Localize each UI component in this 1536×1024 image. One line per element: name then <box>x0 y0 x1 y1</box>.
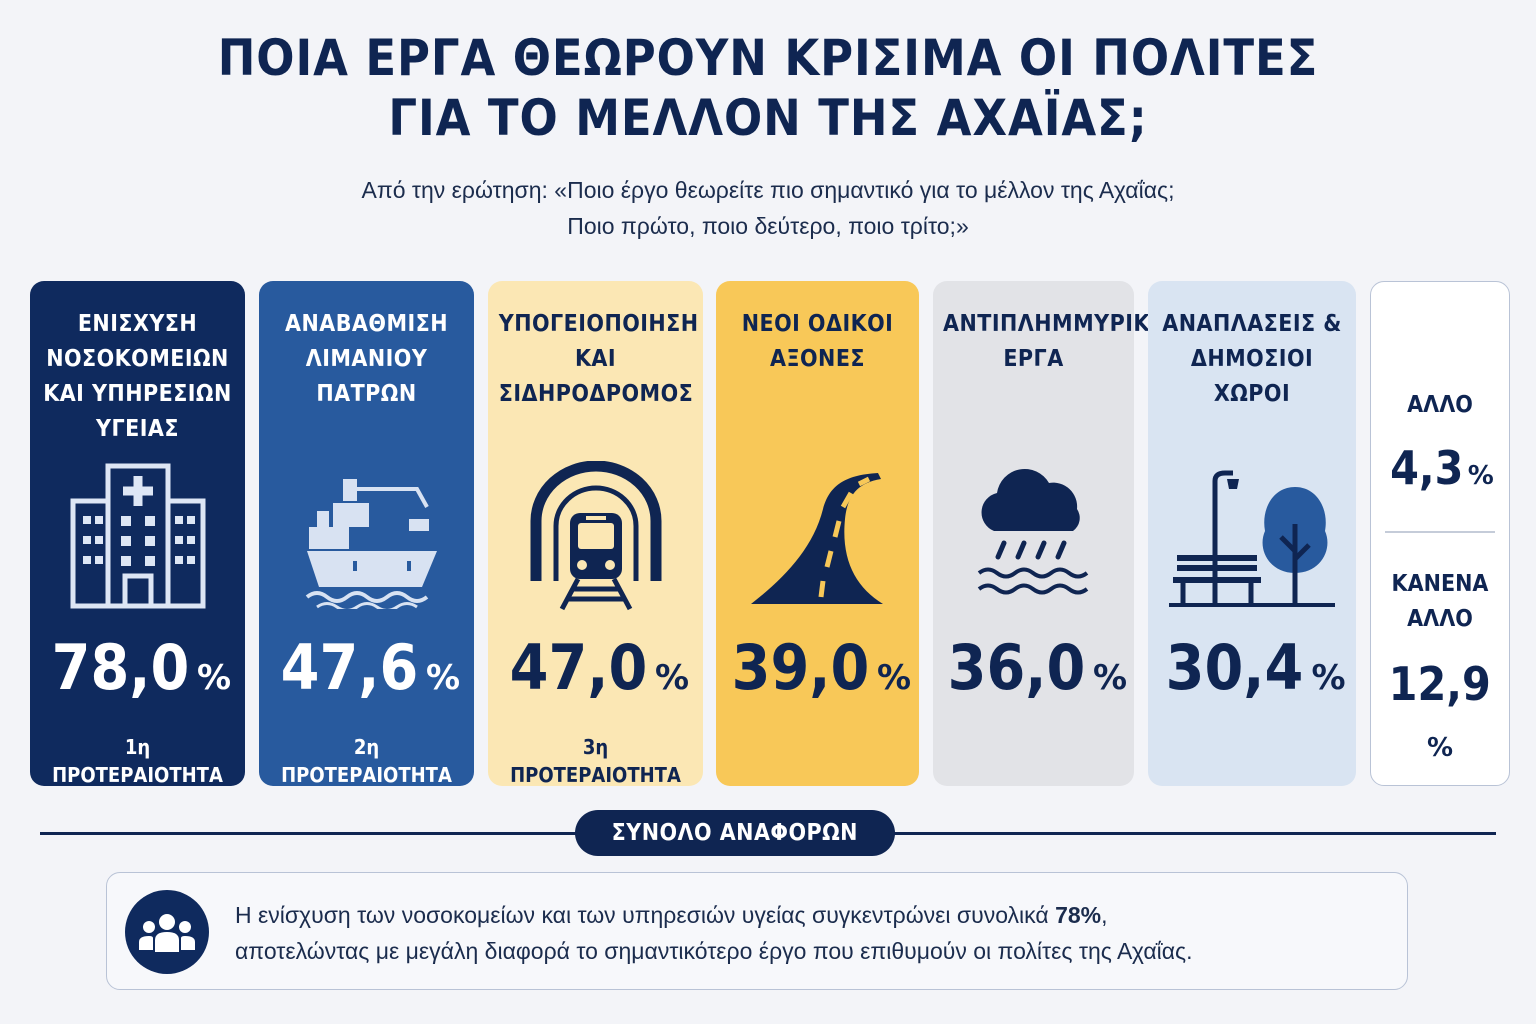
priority-text: 2η ΠΡΟΤΕΡΑΙΟΤΗΤΑ <box>281 735 452 787</box>
percent-sign: % <box>1426 733 1454 763</box>
summary-text: Η ενίσχυση των νοσοκομείων και των υπηρε… <box>235 897 1387 969</box>
title-line-2: ΓΙΑ ΤΟ ΜΕΛΛΟΝ ΤΗΣ ΑΧΑΪΑΣ; <box>388 89 1148 147</box>
other-value: 4,3% <box>1371 440 1509 504</box>
card-public-spaces: ΑΝΑΠΛΑΣΕΙΣ & ΔΗΜΟΣΙΟΙ ΧΩΡΟΙ 30,4% <box>1148 281 1356 786</box>
card-label-line: ΥΠΟΓΕΙΟΠΟΙΗΣΗ <box>498 311 699 337</box>
card-label-line: ΧΩΡΟΙ <box>1213 381 1291 407</box>
card-value: 36,0% <box>933 633 1134 713</box>
card-label-line: ΚΑΙ <box>574 346 617 372</box>
percent-sign: % <box>425 658 461 698</box>
road-icon <box>743 469 893 613</box>
subtitle-line-1: Από την ερώτηση: «Ποιο έργο θεωρείτε πιο… <box>361 177 1175 203</box>
summary-text-part: , <box>1101 902 1108 928</box>
none-label-line: ΑΛΛΟ <box>1407 606 1473 632</box>
percent-sign: % <box>876 658 912 698</box>
card-roads: ΝΕΟΙ ΟΔΙΚΟΙ ΑΞΟΝΕΣ 39,0% <box>716 281 919 786</box>
priority-text: 1η ΠΡΟΤΕΡΑΙΟΤΗΤΑ <box>52 735 223 787</box>
card-port: ΑΝΑΒΑΘΜΙΣΗ ΛΙΜΑΝΙΟΥ ΠΑΤΡΩΝ 47,6% 2η ΠΡΟΤ… <box>259 281 474 789</box>
card-label-line: ΚΑΙ ΥΠΗΡΕΣΙΩΝ <box>43 381 232 407</box>
subtitle-line-2: Ποιο πρώτο, ποιο δεύτερο, ποιο τρίτο;» <box>567 213 969 239</box>
card-label: ΕΝΙΣΧΥΣΗ ΝΟΣΟΚΟΜΕΙΩΝ ΚΑΙ ΥΠΗΡΕΣΙΩΝ ΥΓΕΙΑ… <box>30 307 245 447</box>
percent-sign: % <box>1467 461 1494 491</box>
value-number: 4,3 <box>1390 441 1464 495</box>
card-label: ΑΝΤΙΠΛΗΜΜΥΡΙΚΑ ΕΡΓΑ <box>933 307 1167 377</box>
card-value: 47,0% <box>488 633 703 713</box>
summary-heading: ΣΥΝΟΛΟ ΑΝΑΦΟΡΩΝ <box>575 810 895 856</box>
people-group-icon <box>125 890 209 974</box>
title-line-1: ΠΟΙΑ ΕΡΓΑ ΘΕΩΡΟΥΝ ΚΡΙΣΙΜΑ ΟΙ ΠΟΛΙΤΕΣ <box>217 29 1319 87</box>
percent-sign: % <box>654 658 690 698</box>
none-label-line: ΚΑΝΕΝΑ <box>1391 571 1489 597</box>
value-number: 39,0 <box>731 631 870 704</box>
card-other: ΑΛΛΟ 4,3% ΚΑΝΕΝΑ ΑΛΛΟ 12,9% <box>1370 281 1510 786</box>
card-value: 39,0% <box>716 633 919 713</box>
page-title: ΠΟΙΑ ΕΡΓΑ ΘΕΩΡΟΥΝ ΚΡΙΣΙΜΑ ΟΙ ΠΟΛΙΤΕΣ ΓΙΑ… <box>0 28 1536 148</box>
card-label-line: ΥΓΕΙΑΣ <box>96 416 179 442</box>
ship-icon <box>287 469 447 613</box>
card-value: 30,4% <box>1148 633 1356 713</box>
card-label: ΑΝΑΠΛΑΣΕΙΣ & ΔΗΜΟΣΙΟΙ ΧΩΡΟΙ <box>1148 307 1356 412</box>
summary-heading-text: ΣΥΝΟΛΟ ΑΝΑΦΟΡΩΝ <box>611 820 859 846</box>
value-number: 47,0 <box>509 631 648 704</box>
priority-label: 1η ΠΡΟΤΕΡΑΙΟΤΗΤΑ <box>30 733 245 789</box>
value-number: 36,0 <box>947 631 1086 704</box>
card-label-line: ΔΗΜΟΣΙΟΙ <box>1190 346 1314 372</box>
card-label-line: ΝΟΣΟΚΟΜΕΙΩΝ <box>46 346 229 372</box>
train-tunnel-icon <box>526 460 666 615</box>
card-label-line: ΑΝΑΠΛΑΣΕΙΣ & <box>1162 311 1342 337</box>
priority-text: 3η ΠΡΟΤΕΡΑΙΟΤΗΤΑ <box>510 735 681 787</box>
card-label-line: ΑΞΟΝΕΣ <box>769 346 866 372</box>
none-label: ΚΑΝΕΝΑ ΑΛΛΟ <box>1371 567 1509 637</box>
rain-flood-icon <box>969 461 1099 615</box>
summary-box: Η ενίσχυση των νοσοκομείων και των υπηρε… <box>106 872 1408 990</box>
card-railway: ΥΠΟΓΕΙΟΠΟΙΗΣΗ ΚΑΙ ΣΙΔΗΡΟΔΡΟΜΟΣ 47,0% 3η … <box>488 281 703 789</box>
page-subtitle: Από την ερώτηση: «Ποιο έργο θεωρείτε πιο… <box>0 172 1536 244</box>
percent-sign: % <box>1311 658 1346 698</box>
value-number: 12,9 <box>1388 657 1492 711</box>
card-label-line: ΣΙΔΗΡΟΔΡΟΜΟΣ <box>498 381 694 407</box>
card-value: 47,6% <box>259 633 474 713</box>
value-number: 47,6 <box>280 631 419 704</box>
hospital-icon <box>63 461 213 615</box>
other-label-line: ΑΛΛΟ <box>1407 392 1473 418</box>
value-number: 78,0 <box>51 631 190 704</box>
summary-highlight: 78% <box>1055 902 1102 928</box>
none-value: 12,9% <box>1371 656 1509 776</box>
card-label-line: ΕΡΓΑ <box>1003 346 1064 372</box>
card-label-line: ΠΑΤΡΩΝ <box>316 381 417 407</box>
value-number: 30,4 <box>1166 631 1304 704</box>
summary-text-line-2: αποτελώντας με μεγάλη διαφορά το σημαντι… <box>235 938 1193 964</box>
card-label-line: ΛΙΜΑΝΙΟΥ <box>305 346 428 372</box>
card-label-line: ΑΝΑΒΑΘΜΙΣΗ <box>284 311 449 337</box>
divider <box>1385 531 1495 533</box>
card-label: ΝΕΟΙ ΟΔΙΚΟΙ ΑΞΟΝΕΣ <box>716 307 919 377</box>
card-flood: ΑΝΤΙΠΛΗΜΜΥΡΙΚΑ ΕΡΓΑ 36,0% <box>933 281 1167 786</box>
summary-text-part: Η ενίσχυση των νοσοκομείων και των υπηρε… <box>235 902 1056 928</box>
percent-sign: % <box>196 658 232 698</box>
card-label-line: ΝΕΟΙ ΟΔΙΚΟΙ <box>741 311 894 337</box>
card-label-line: ΕΝΙΣΧΥΣΗ <box>77 311 198 337</box>
card-value: 78,0% <box>30 633 245 713</box>
card-label-line: ΑΝΤΙΠΛΗΜΜΥΡΙΚΑ <box>943 311 1167 337</box>
park-bench-tree-icon <box>1167 469 1337 613</box>
card-label: ΥΠΟΓΕΙΟΠΟΙΗΣΗ ΚΑΙ ΣΙΔΗΡΟΔΡΟΜΟΣ <box>488 307 703 412</box>
priority-label: 3η ΠΡΟΤΕΡΑΙΟΤΗΤΑ <box>488 733 703 789</box>
card-label: ΑΝΑΒΑΘΜΙΣΗ ΛΙΜΑΝΙΟΥ ΠΑΤΡΩΝ <box>259 307 474 412</box>
percent-sign: % <box>1092 658 1128 698</box>
other-label: ΑΛΛΟ <box>1371 388 1509 423</box>
card-health: ΕΝΙΣΧΥΣΗ ΝΟΣΟΚΟΜΕΙΩΝ ΚΑΙ ΥΠΗΡΕΣΙΩΝ ΥΓΕΙΑ… <box>30 281 245 789</box>
priority-label: 2η ΠΡΟΤΕΡΑΙΟΤΗΤΑ <box>259 733 474 789</box>
